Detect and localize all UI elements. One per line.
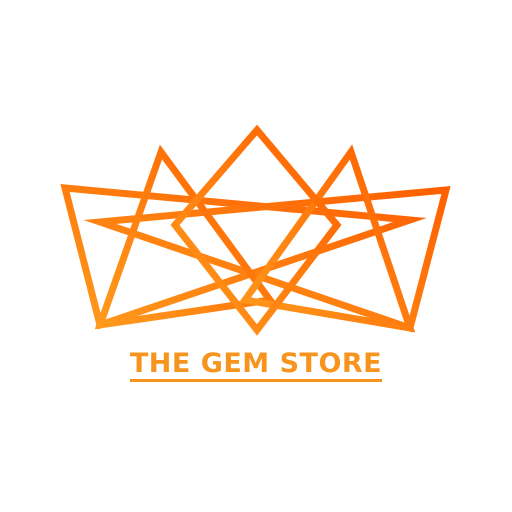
crown-right-spike <box>238 144 416 333</box>
crown-center-spike <box>170 124 342 336</box>
crown-left-spike <box>94 144 277 330</box>
brand-name-text: THE GEM STORE <box>129 350 383 382</box>
brand-name: THE GEM STORE <box>0 350 512 382</box>
